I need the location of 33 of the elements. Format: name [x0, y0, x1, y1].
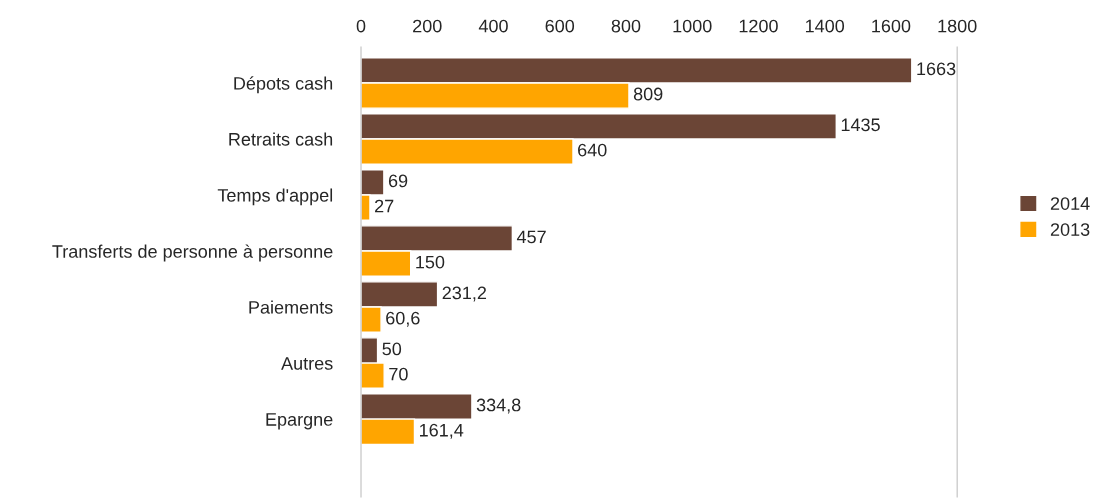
- data-label: 231,2: [442, 286, 487, 302]
- y-tick-label: Temps d'appel: [217, 188, 333, 206]
- x-tick-label: 400: [478, 19, 508, 33]
- data-label: 70: [389, 367, 408, 381]
- x-tick-label: 200: [413, 19, 442, 33]
- data-label: 27: [375, 199, 394, 213]
- x-tick-label: 0: [356, 19, 366, 33]
- data-label: 60,6: [386, 311, 420, 327]
- x-tick-label: 600: [545, 19, 575, 33]
- data-label: 161,4: [420, 423, 464, 439]
- x-tick-label: 1000: [673, 19, 712, 33]
- data-label: 50: [382, 342, 402, 356]
- y-tick-label: Retraits cash: [229, 132, 333, 146]
- data-label: 150: [416, 255, 445, 269]
- y-tick-label: Dépots cash: [234, 76, 333, 94]
- x-tick-label: 1800: [938, 19, 977, 33]
- y-tick-label: Epargne: [266, 413, 333, 430]
- data-label: 1663: [917, 62, 956, 76]
- x-tick-label: 1600: [872, 19, 911, 33]
- data-label: 334,8: [476, 398, 521, 414]
- data-label: 1435: [841, 118, 880, 132]
- data-label: 809: [633, 87, 663, 101]
- legend-label: 2014: [1050, 197, 1090, 210]
- y-tick-label: Transferts de personne à personne: [52, 244, 333, 262]
- y-tick-label: Paiements: [249, 300, 333, 314]
- legend-label: 2013: [1050, 223, 1090, 236]
- x-tick-label: 1200: [739, 19, 778, 33]
- data-label: 69: [388, 174, 408, 188]
- y-tick-label: Autres: [281, 357, 333, 370]
- x-tick-label: 800: [611, 19, 641, 33]
- x-tick-label: 1400: [805, 19, 845, 33]
- data-label: 457: [516, 230, 546, 244]
- data-label: 640: [578, 143, 607, 157]
